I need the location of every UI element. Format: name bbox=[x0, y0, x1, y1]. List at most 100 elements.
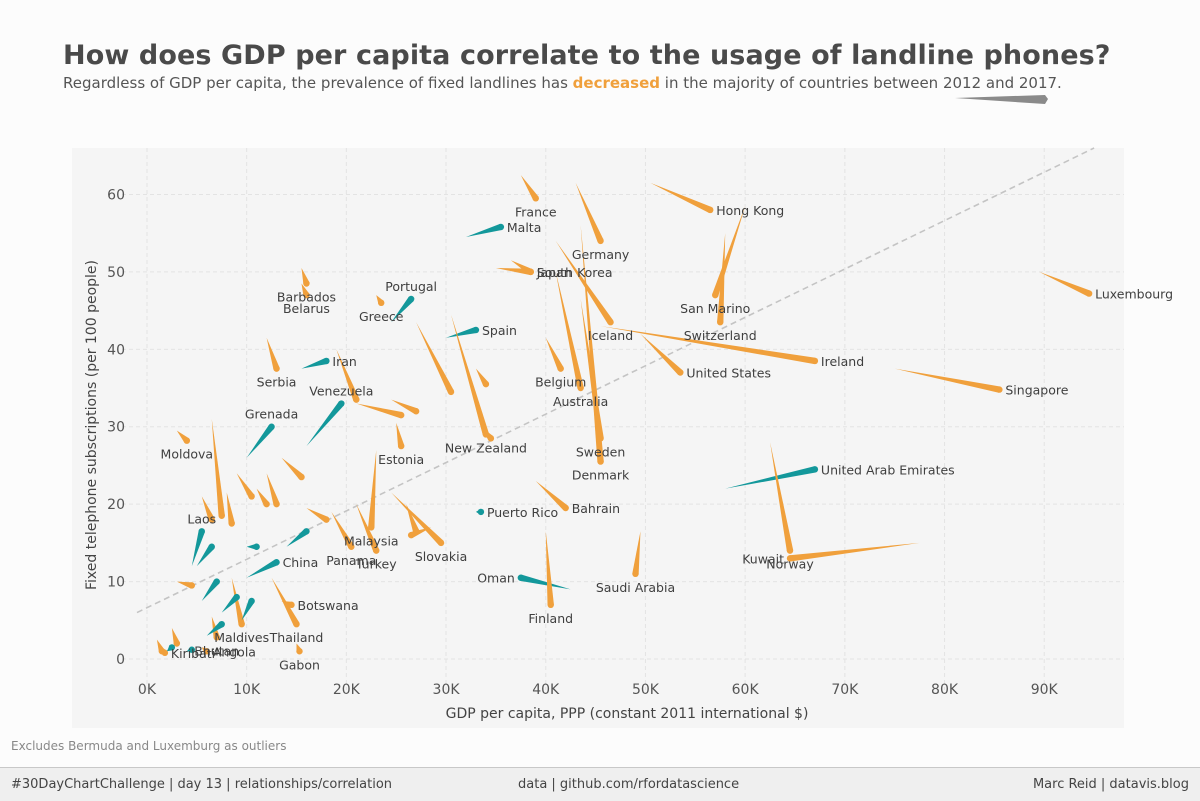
country-label-malta: Malta bbox=[507, 220, 541, 235]
wedge-path bbox=[535, 480, 568, 511]
wedge-bahrain bbox=[535, 480, 569, 512]
wedge-unlabeled bbox=[171, 628, 181, 647]
wedge-path bbox=[396, 422, 405, 448]
country-label-sweden: Sweden bbox=[576, 444, 625, 459]
wedge-end-dot bbox=[597, 435, 604, 442]
wedge-end-dot bbox=[996, 386, 1003, 393]
country-labels: Luxembourg Hong Kong France Germany Malta Sou… bbox=[161, 203, 1173, 672]
wedge-end-dot bbox=[378, 299, 385, 307]
wedge-unlabeled bbox=[256, 488, 270, 508]
country-label-grenada: Grenada bbox=[245, 407, 298, 422]
wedge-unlabeled bbox=[186, 646, 196, 653]
wedge-portugal bbox=[391, 295, 415, 323]
wedge-end-dot bbox=[717, 319, 724, 326]
country-label-hong-kong: Hong Kong bbox=[716, 203, 784, 218]
x-axis-label: GDP per capita, PPP (constant 2011 inter… bbox=[446, 706, 809, 722]
wedge-switzerland bbox=[717, 233, 726, 326]
wedge-france bbox=[520, 175, 539, 202]
wedge-end-dot bbox=[338, 400, 345, 407]
wedge-path bbox=[391, 296, 414, 323]
y-tick-label: 10 bbox=[107, 575, 125, 591]
wedge-grenada bbox=[246, 423, 275, 458]
wedge-path bbox=[406, 504, 420, 533]
wedge-path bbox=[600, 326, 817, 365]
footer-author-link[interactable]: Marc Reid | datavis.blog bbox=[1032, 777, 1189, 792]
country-label-denmark: Denmark bbox=[572, 468, 630, 483]
wedge-end-dot bbox=[208, 516, 215, 523]
wedge-china bbox=[246, 559, 280, 578]
wedge-unlabeled bbox=[407, 527, 432, 539]
country-label-china: China bbox=[283, 555, 319, 570]
wedge-path bbox=[1039, 271, 1091, 297]
wedge-end-dot bbox=[373, 547, 380, 554]
wedge-path bbox=[201, 496, 215, 522]
wedge-end-dot bbox=[273, 365, 280, 372]
wedge-path bbox=[266, 337, 280, 371]
country-label-slovakia: Slovakia bbox=[415, 549, 467, 564]
wedge-path bbox=[465, 223, 503, 238]
wedge-end-dot bbox=[268, 423, 275, 430]
wedge-end-dot bbox=[188, 646, 196, 653]
wedge-unlabeled bbox=[356, 403, 405, 419]
footer-source-link[interactable]: data | github.com/rfordatascience bbox=[518, 777, 740, 792]
wedge-belarus bbox=[301, 283, 310, 299]
wedge-end-dot bbox=[168, 644, 176, 651]
y-tick-label: 20 bbox=[107, 497, 125, 513]
wedge-path bbox=[226, 492, 235, 526]
wedge-end-dot bbox=[203, 648, 210, 655]
wedge-end-dot bbox=[298, 473, 305, 481]
wedge-end-dot bbox=[273, 500, 280, 508]
wedge-path bbox=[519, 574, 571, 590]
country-label-united-states: United States bbox=[686, 366, 771, 381]
wedge-path bbox=[306, 508, 329, 523]
wedge-path bbox=[236, 473, 255, 499]
wedge-path bbox=[770, 442, 794, 553]
wedge-path bbox=[331, 511, 355, 549]
wedge-path bbox=[246, 559, 279, 578]
wedge-path bbox=[510, 260, 533, 275]
wedge-unlabeled bbox=[236, 473, 255, 500]
country-label-kiribati: Kiribati bbox=[171, 646, 215, 661]
subtitle-highlight: decreased bbox=[572, 74, 661, 92]
wedge-path bbox=[196, 544, 215, 567]
country-label-malaysia: Malaysia bbox=[344, 533, 399, 548]
wedge-end-dot bbox=[296, 648, 303, 655]
y-tick-label: 60 bbox=[107, 187, 125, 203]
wedge-path bbox=[356, 403, 403, 419]
wedge-end-dot bbox=[437, 539, 445, 547]
wedge-path bbox=[306, 401, 344, 447]
x-axis-ticks: 0K 10K 20K 30K 40K 50K 60K 70K 80K 90K bbox=[138, 682, 1059, 698]
wedge-end-dot bbox=[263, 500, 270, 508]
wedge-end-dot bbox=[248, 597, 255, 605]
country-label-belarus: Belarus bbox=[283, 301, 330, 316]
wedge-malaysia bbox=[368, 449, 377, 531]
wedge-path bbox=[201, 579, 220, 601]
wedge-end-dot bbox=[557, 365, 564, 372]
wedge-end-dot bbox=[218, 512, 225, 519]
y-axis-ticks: 0 10 20 30 40 50 60 bbox=[107, 187, 125, 668]
country-label-norway: Norway bbox=[766, 557, 814, 572]
wedge-greece bbox=[376, 295, 385, 307]
country-label-france: France bbox=[515, 204, 557, 219]
wedge-unlabeled bbox=[480, 426, 495, 442]
wedge-path bbox=[191, 529, 205, 567]
footer-challenge-text: #30DayChartChallenge | day 13 | relation… bbox=[11, 777, 393, 792]
wedge-end-dot bbox=[786, 547, 794, 554]
wedge-unlabeled bbox=[266, 473, 280, 508]
wedge-unlabeled bbox=[416, 322, 455, 396]
wedge-australia bbox=[555, 271, 584, 392]
wedge-unlabeled bbox=[201, 496, 215, 523]
wedge-end-dot bbox=[288, 601, 295, 609]
wedge-end-dot bbox=[811, 357, 819, 365]
wedge-moldova bbox=[176, 430, 191, 444]
wedge-iceland bbox=[555, 240, 614, 326]
wedge-path bbox=[520, 175, 539, 201]
wedge-unlabeled bbox=[226, 492, 235, 527]
country-label-germany: Germany bbox=[572, 247, 630, 262]
wedge-slovakia bbox=[391, 492, 445, 547]
country-label-angola: Angola bbox=[213, 644, 256, 659]
wedge-gabon bbox=[296, 643, 303, 655]
wedge-end-dot bbox=[447, 388, 455, 396]
country-label-barbados: Barbados bbox=[277, 290, 336, 305]
wedge-estonia bbox=[396, 422, 405, 450]
